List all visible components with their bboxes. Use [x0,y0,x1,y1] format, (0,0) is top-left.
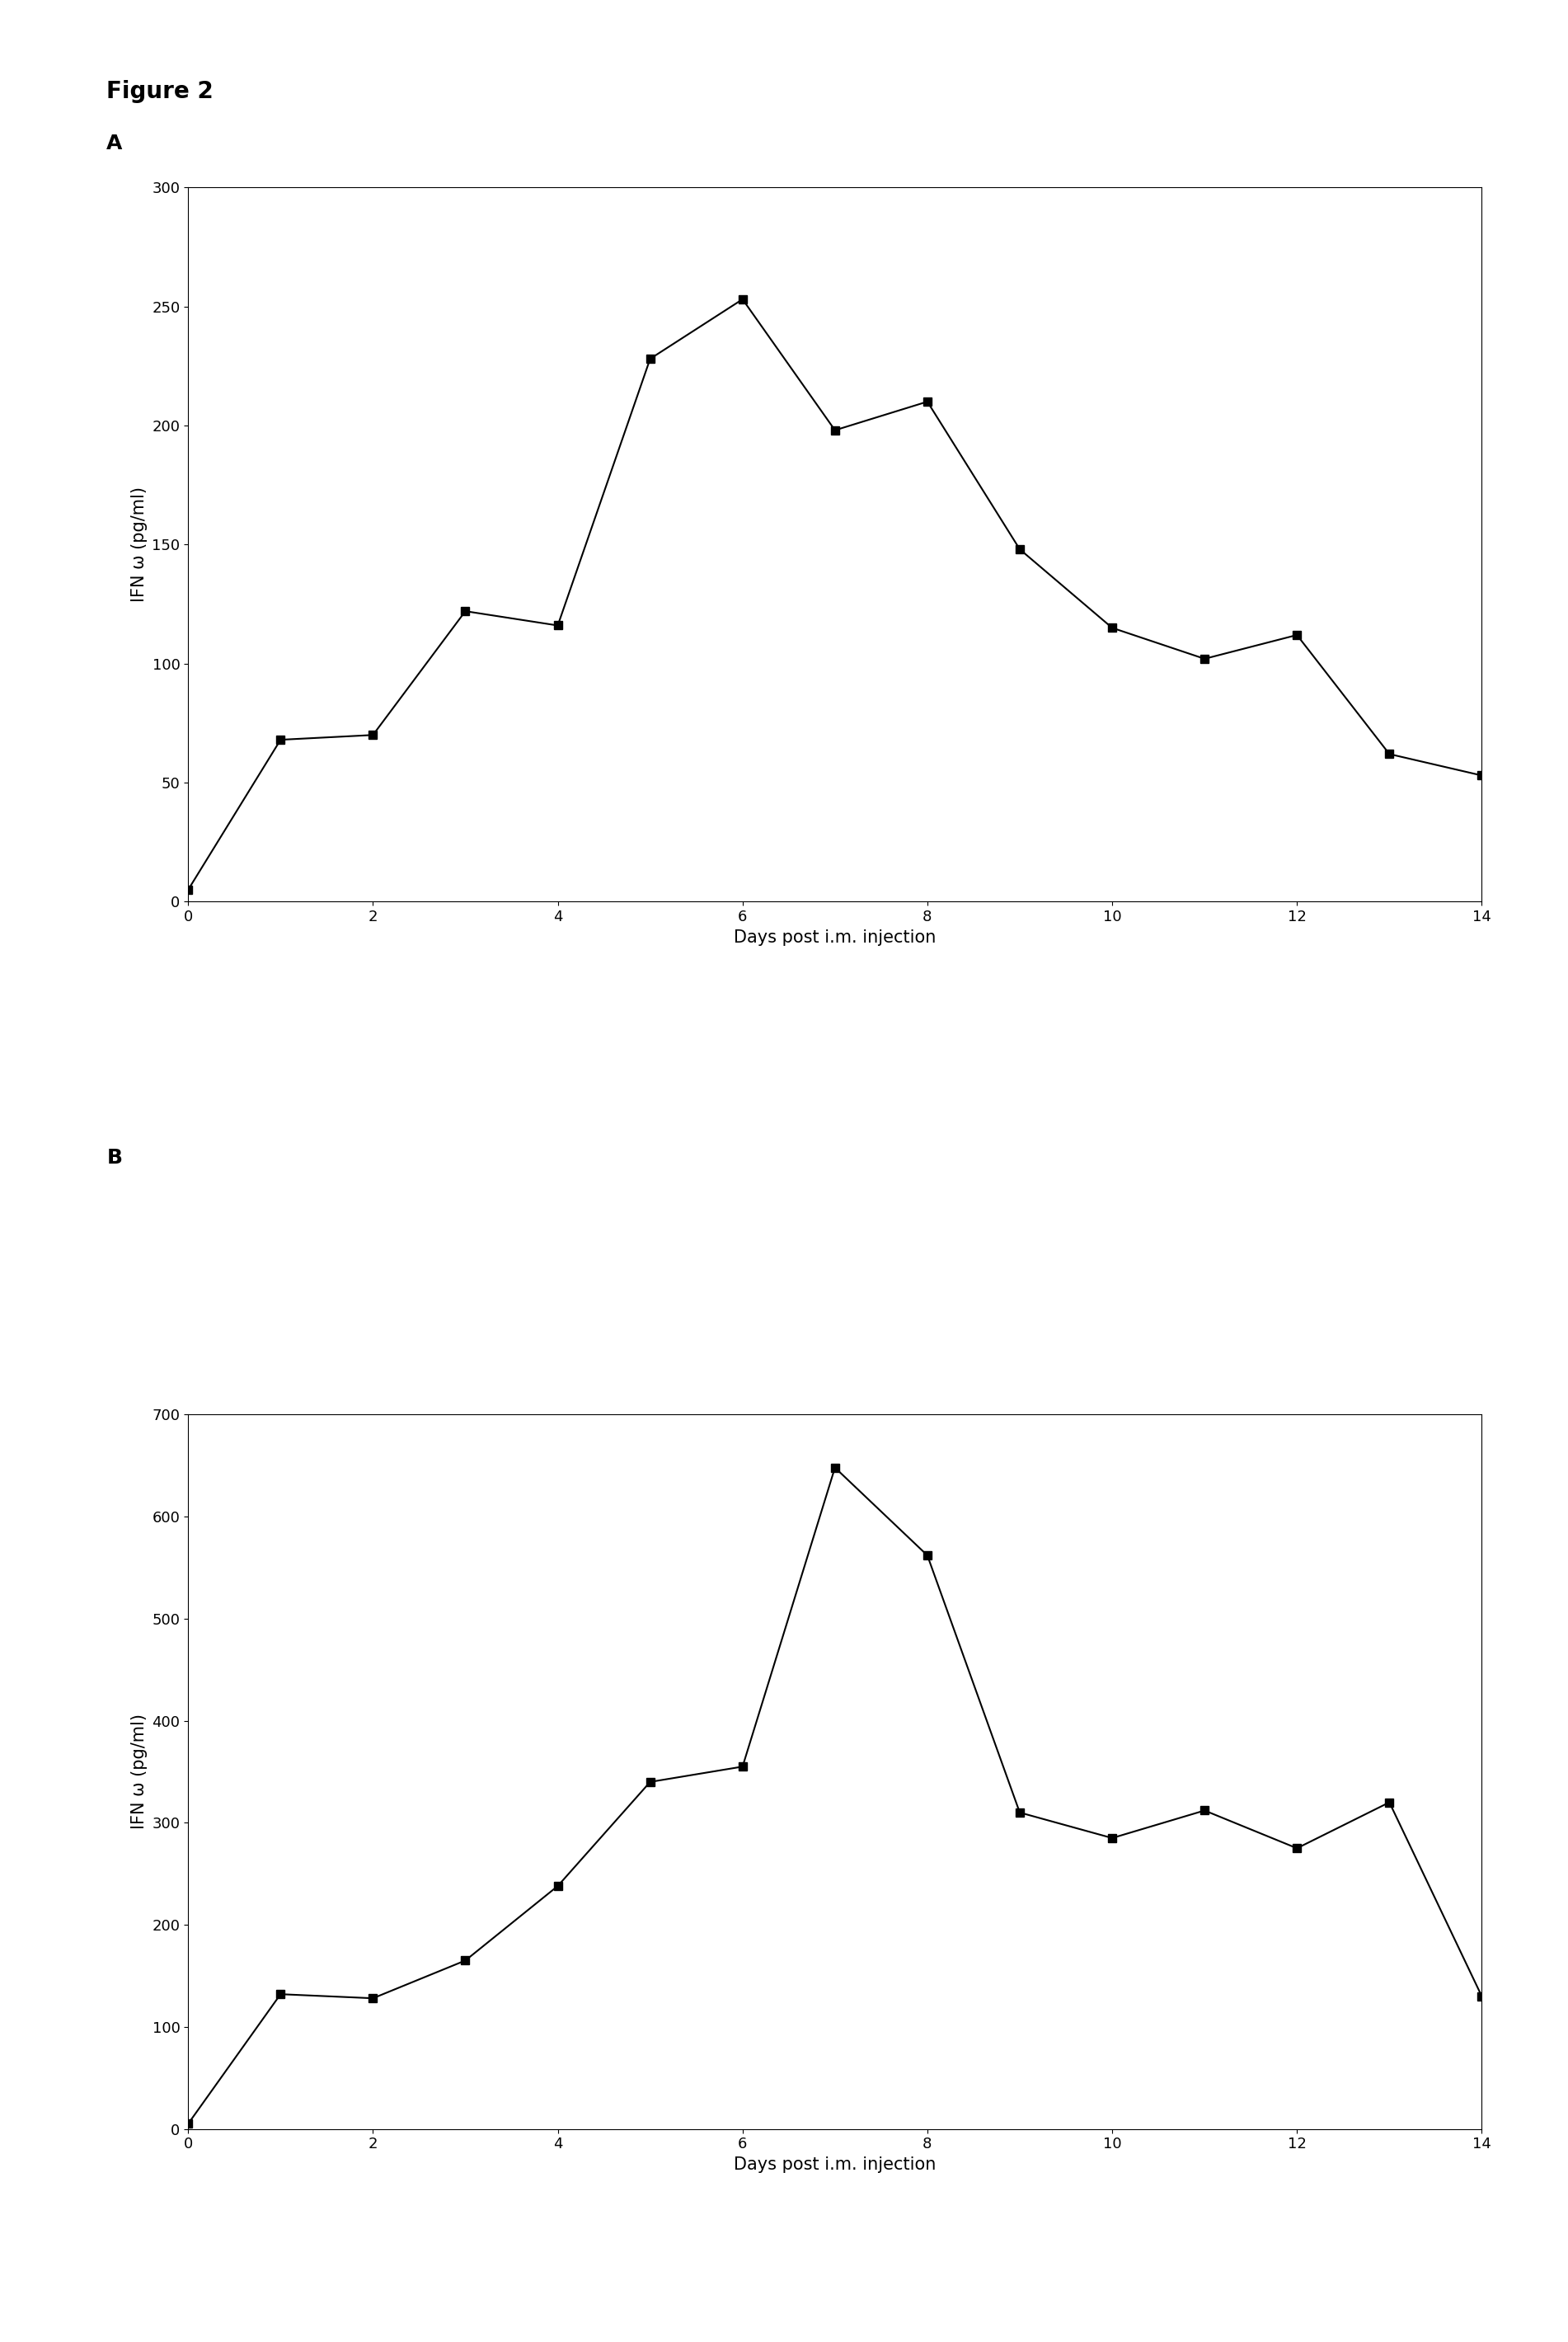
Text: A: A [107,133,122,152]
X-axis label: Days post i.m. injection: Days post i.m. injection [734,930,936,946]
X-axis label: Days post i.m. injection: Days post i.m. injection [734,2157,936,2173]
Text: Figure 2: Figure 2 [107,80,213,103]
Text: B: B [107,1148,122,1166]
Y-axis label: IFN ω (pg/ml): IFN ω (pg/ml) [132,1714,147,1829]
Y-axis label: IFN ω (pg/ml): IFN ω (pg/ml) [130,487,147,602]
